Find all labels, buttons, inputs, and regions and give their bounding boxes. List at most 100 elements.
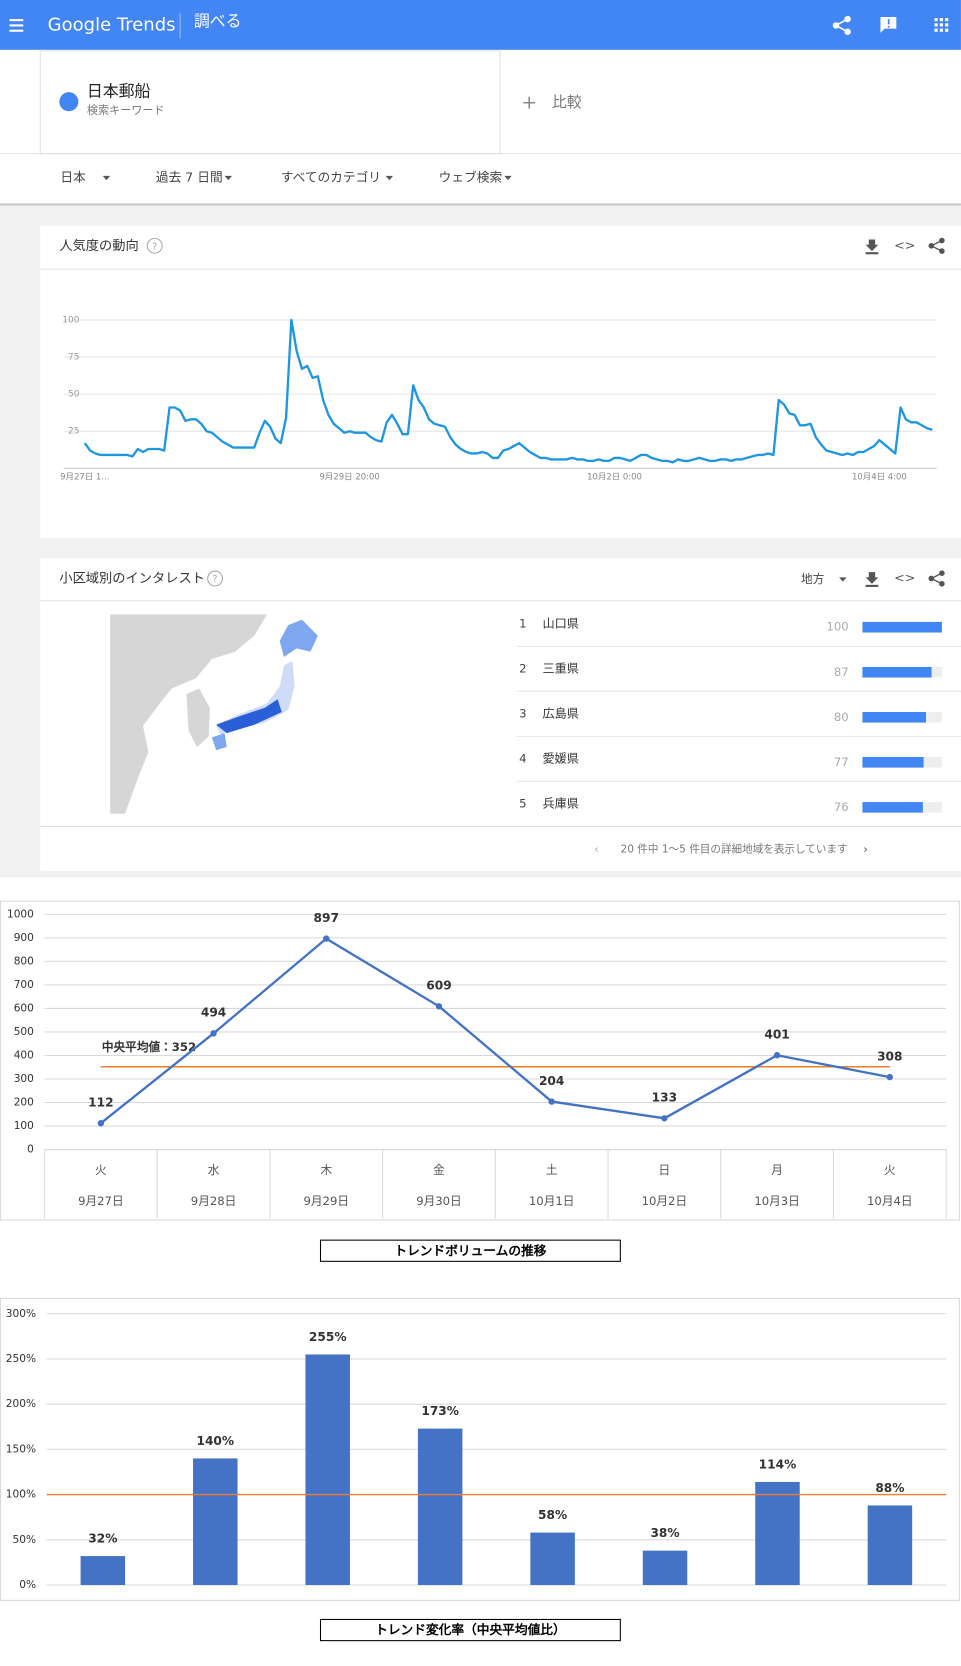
region-rank: 4 [519, 752, 526, 766]
embed-icon[interactable]: <> [894, 570, 915, 585]
embed-icon[interactable]: <> [894, 237, 915, 252]
brand[interactable]: Google Trends [48, 14, 176, 35]
next-page[interactable]: › [863, 842, 868, 856]
term-card[interactable] [39, 50, 501, 155]
resolution-select[interactable]: 地方 [801, 572, 825, 586]
data-label: 38% [650, 1526, 679, 1540]
rate-chart: 0% 50% 100% 150% 200% 250% 300% 32% 140% 255% 173%… [6, 1308, 947, 1591]
filter[interactable]: ウェブ検索 [439, 169, 503, 184]
y-tick-label: 1000 [7, 908, 34, 920]
point [435, 1003, 443, 1010]
dropdown-arrow [102, 175, 111, 181]
title-box [319, 1618, 621, 1642]
data-label: 140% [196, 1434, 234, 1448]
y-tick-label: 100% [6, 1489, 36, 1501]
data-label: 494 [201, 1006, 226, 1020]
data-label: 32% [88, 1532, 117, 1546]
filter[interactable]: 過去 7 日間 [156, 169, 223, 184]
feedback-icon[interactable] [880, 16, 897, 33]
dropdown-arrow [385, 175, 394, 181]
bar [417, 1428, 463, 1586]
header-bar [0, 0, 961, 50]
y-tick-label: 100 [62, 315, 79, 325]
bar [642, 1550, 688, 1586]
point [210, 1030, 217, 1037]
bar [80, 1556, 126, 1586]
map-korea [186, 688, 210, 747]
weekday-label: 火 [884, 1163, 896, 1177]
region-rank: 3 [519, 707, 526, 721]
x-tick-label: 10月1日 [529, 1194, 575, 1208]
region-rank: 2 [519, 662, 526, 676]
term-color [59, 92, 79, 112]
y-tick-label: 400 [14, 1049, 34, 1061]
map-kyushu [211, 733, 227, 751]
compare-label[interactable]: 比較 [552, 94, 582, 111]
weekday-label: 木 [320, 1163, 332, 1177]
help-icon[interactable] [146, 237, 163, 254]
point [548, 1098, 555, 1105]
data-label: 609 [426, 979, 451, 993]
series-line [100, 937, 890, 1125]
data-label: 114% [759, 1457, 797, 1471]
region-name: 広島県 [542, 706, 579, 721]
region-value: 77 [834, 755, 849, 769]
share-icon[interactable] [832, 15, 851, 36]
data-label: 173% [421, 1404, 459, 1418]
weekday-label: 火 [95, 1163, 107, 1177]
y-tick-label: 0% [19, 1579, 36, 1591]
region-bar [862, 666, 932, 678]
prev-page[interactable]: ‹ [594, 842, 599, 856]
data-label: 255% [309, 1330, 347, 1344]
pagination: 20 件中 1～5 件目の詳細地域を表示しています [620, 843, 847, 856]
data-label: 133 [652, 1091, 677, 1105]
region-bar [862, 621, 942, 633]
point [97, 1120, 105, 1127]
y-tick-label: 600 [14, 1002, 34, 1014]
x-tick-label: 10月4日 [867, 1194, 913, 1208]
region-value: 76 [834, 800, 849, 814]
share-icon[interactable] [928, 570, 945, 587]
y-tick-label: 50% [13, 1534, 37, 1546]
x-tick-label: 9月30日 [416, 1194, 462, 1208]
y-tick-label: 200% [6, 1398, 36, 1410]
x-tick-label: 10月3日 [754, 1194, 799, 1208]
region-list: 1 山口県 100 2 三重県 87 3 広島県 80 4 愛媛県 77 5 兵庫県 76 [517, 617, 961, 814]
y-tick-label: 250% [6, 1353, 36, 1365]
y-tick-label: 75 [68, 353, 79, 363]
data-label: 112 [88, 1096, 113, 1110]
y-tick-label: 300 [14, 1073, 34, 1085]
dropdown-arrow [839, 577, 847, 582]
map-hokkaido [279, 619, 318, 657]
download-icon[interactable] [865, 572, 879, 587]
chart-frame [0, 900, 960, 1221]
bar [530, 1532, 575, 1586]
section-title: 調べる [194, 12, 242, 31]
download-icon[interactable] [865, 239, 879, 255]
filter[interactable]: すべてのカテゴリ [281, 169, 381, 184]
y-tick-label: 700 [14, 979, 34, 991]
region-rank: 5 [519, 797, 526, 811]
help-icon[interactable] [207, 570, 224, 587]
weekday-label: 水 [208, 1163, 220, 1177]
bar [867, 1505, 913, 1586]
region-name: 兵庫県 [542, 797, 579, 811]
compare-plus[interactable]: + [521, 91, 537, 113]
card-title: 人気度の動向 [59, 238, 138, 254]
bar [755, 1481, 800, 1586]
share-icon[interactable] [928, 237, 945, 254]
y-tick-label: 300% [6, 1308, 36, 1320]
menu-button[interactable] [9, 19, 24, 32]
region-rank: 1 [519, 617, 526, 631]
x-tick-label: 9月28日 [191, 1194, 237, 1208]
apps-icon[interactable] [934, 18, 949, 32]
data-label: 88% [875, 1481, 904, 1495]
region-value: 87 [834, 665, 849, 679]
weekday-label: 日 [659, 1163, 671, 1177]
region-name: 愛媛県 [542, 752, 579, 766]
filter[interactable]: 日本 [60, 169, 86, 184]
x-tick-label: 10月2日 0:00 [587, 471, 642, 481]
